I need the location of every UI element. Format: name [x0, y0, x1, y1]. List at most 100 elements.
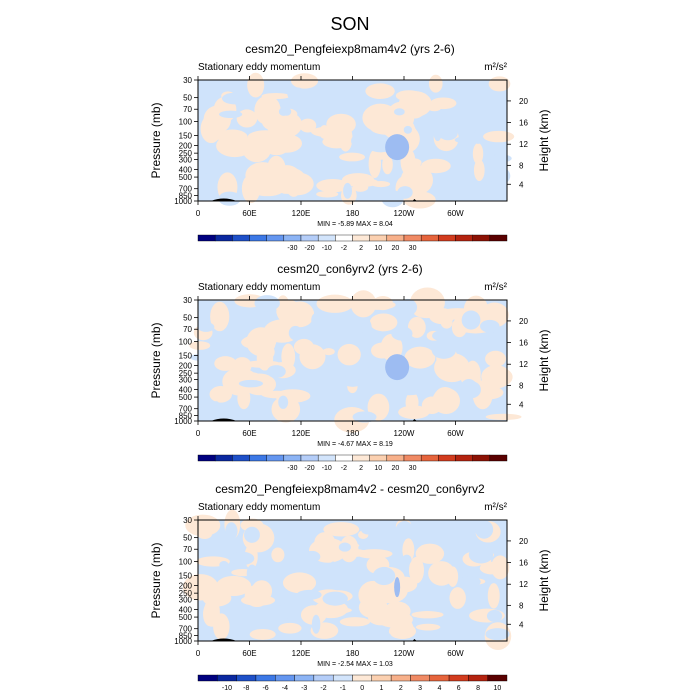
right-axis-title: Height (km) [537, 109, 551, 171]
colorbar-segment [214, 454, 233, 462]
positive-region [293, 338, 314, 356]
positive-region [282, 572, 317, 594]
right-tick-label: 20 [519, 537, 528, 546]
colorbar-segment [489, 234, 508, 242]
y-tick-label: 500 [179, 393, 193, 402]
negative-region [489, 167, 511, 185]
negative-region [395, 521, 414, 540]
y-tick-label: 150 [179, 572, 193, 581]
colorbar-segment [438, 454, 456, 462]
negative-region [304, 103, 326, 111]
positive-region [485, 350, 506, 368]
y-tick-label: 1000 [174, 637, 192, 646]
x-tick-label: 120E [292, 209, 311, 218]
y-tick-label: 30 [183, 516, 192, 525]
colorbar-label: 30 [409, 465, 417, 472]
y-tick-label: 250 [179, 369, 193, 378]
colorbar-label: -20 [305, 245, 315, 252]
negative-region [352, 411, 377, 423]
terrain [210, 418, 237, 421]
x-tick-label: 120W [394, 209, 415, 218]
positive-region [428, 74, 443, 93]
positive-region [421, 158, 451, 174]
positive-region [371, 180, 391, 188]
x-tick-label: 120E [292, 649, 311, 658]
negative-region [244, 526, 260, 543]
colorbar-label: -4 [282, 685, 288, 692]
positive-region [285, 301, 315, 328]
x-tick-label: 60W [447, 429, 464, 438]
y-tick-label: 70 [183, 105, 192, 114]
negative-region [198, 173, 214, 192]
colorbar-segment [438, 234, 456, 242]
negative-region [190, 354, 208, 361]
positive-region [323, 522, 360, 537]
negative-region [475, 520, 494, 539]
colorbar-label: 8 [476, 685, 480, 692]
negative-region [203, 405, 214, 416]
negative-region [403, 125, 412, 134]
negative-region [197, 322, 215, 332]
negative-region [218, 191, 241, 206]
colorbar-segment [352, 454, 370, 462]
colorbar-label: -10 [322, 245, 332, 252]
positive-region [483, 130, 515, 143]
positive-region [299, 118, 317, 133]
x-tick-label: 180 [346, 429, 360, 438]
panel-title: cesm20_Pengfeiexp8mam4v2 (yrs 2-6) [245, 42, 454, 56]
y-tick-label: 100 [179, 558, 193, 567]
colorbar-segment [420, 234, 439, 242]
y-tick-label: 100 [179, 118, 193, 127]
positive-region [261, 390, 293, 399]
negative-region [485, 628, 510, 641]
colorbar-segment [332, 674, 353, 682]
positive-region [489, 368, 513, 386]
colorbar-segment [455, 234, 473, 242]
negative-region [287, 87, 306, 102]
colorbar-label: 2 [359, 245, 363, 252]
positive-region [241, 174, 261, 204]
colorbar-segment [283, 234, 302, 242]
y-tick-label: 70 [183, 545, 192, 554]
positive-region [382, 154, 393, 175]
x-tick-label: 60W [447, 209, 464, 218]
colorbar-segment [489, 454, 508, 462]
colorbar-segment [448, 674, 469, 682]
negative-region [372, 566, 396, 586]
colorbar-segment [214, 234, 233, 242]
colorbar-label: -10 [322, 465, 332, 472]
positive-region [449, 587, 466, 609]
colorbar-segment [313, 674, 334, 682]
positive-region [404, 346, 436, 369]
colorbar-segment [275, 674, 295, 682]
colorbar-segment [249, 234, 267, 242]
x-tick-label: 180 [346, 649, 360, 658]
positive-region [432, 387, 460, 414]
min-max-label: MIN = -5.89 MAX = 8.04 [317, 221, 393, 228]
min-max-label: MIN = -4.67 MAX = 8.19 [317, 441, 393, 448]
right-tick-label: 12 [519, 140, 528, 149]
positive-region [405, 391, 419, 414]
negative-region [401, 554, 412, 565]
x-tick-label: 120W [394, 649, 415, 658]
units-label: m²/s² [484, 502, 507, 513]
negative-region [230, 551, 255, 566]
x-tick-label: 0 [196, 209, 201, 218]
positive-region [409, 287, 445, 318]
x-tick-label: 60E [242, 429, 256, 438]
colorbar-segment [232, 454, 250, 462]
colorbar-label: -1 [340, 685, 346, 692]
negative-region [288, 325, 303, 341]
colorbar-label: 2 [399, 685, 403, 692]
y-tick-label: 400 [179, 385, 193, 394]
units-label: m²/s² [484, 282, 507, 293]
negative-region [391, 326, 413, 341]
right-tick-label: 8 [519, 601, 524, 610]
negative-region [433, 116, 454, 130]
positive-region [316, 190, 339, 198]
y-tick-label: 200 [179, 141, 193, 150]
positive-region [189, 341, 211, 350]
positive-region [182, 574, 219, 601]
x-tick-label: 0 [196, 649, 201, 658]
right-tick-label: 12 [519, 580, 528, 589]
